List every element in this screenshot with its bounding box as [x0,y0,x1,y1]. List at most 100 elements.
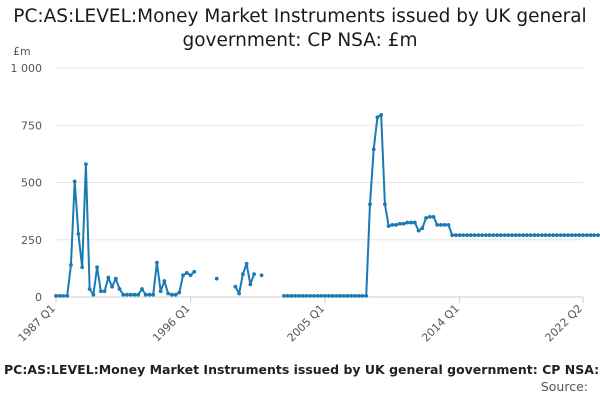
data-point [132,292,137,297]
data-point [596,233,600,238]
data-point [472,233,477,238]
data-point [162,279,167,283]
data-point [353,293,357,298]
data-point [491,233,496,238]
data-point [121,292,126,297]
data-point [87,287,92,291]
x-tick-label: 2005 Q1 [285,302,328,345]
data-point [117,287,122,291]
data-point [412,220,417,225]
data-point [569,233,574,238]
data-point [566,233,570,238]
x-tick-label: 2022 Q2 [543,302,586,345]
data-point [401,221,406,226]
y-tick-label: 0 [35,291,42,304]
data-point [69,263,73,267]
data-point [155,260,159,265]
y-tick-label: 1 000 [11,62,43,75]
data-point [334,293,339,298]
data-point [450,233,455,238]
data-point [248,282,253,287]
data-point [173,292,178,297]
data-point [136,292,141,297]
data-point [326,293,331,298]
data-point [476,233,481,238]
data-point [581,233,585,238]
data-point [72,179,77,184]
data-point [364,293,369,298]
data-point [360,293,365,298]
data-point [128,292,133,297]
data-point [169,292,174,297]
data-point [300,293,305,298]
data-point [233,284,238,289]
data-point [409,220,413,225]
data-point [532,233,537,238]
data-point [506,233,511,238]
y-tick-label: 250 [21,234,42,247]
data-point [76,232,81,236]
data-point [551,233,555,238]
data-point [308,293,313,298]
data-point [84,162,88,167]
data-point [113,276,118,281]
data-point [345,293,350,298]
data-point [311,293,316,298]
data-point [91,292,96,297]
data-point [502,233,507,238]
data-point [427,214,432,219]
data-point [495,233,499,238]
data-point [102,289,107,294]
gridlines [56,67,583,241]
data-point [543,233,548,238]
footer-title: PC:AS:LEVEL:Money Market Instruments iss… [4,362,600,377]
data-point [95,265,100,270]
series-points [54,113,600,298]
data-point [289,293,294,298]
data-point [323,293,328,298]
data-point [558,233,563,238]
data-point [371,147,376,152]
data-point [517,233,522,238]
data-point [487,233,492,238]
data-point [177,290,182,295]
data-point [513,233,518,238]
x-tick-label: 1996 Q1 [150,302,193,345]
data-point [259,273,264,278]
data-point [57,293,62,298]
data-point [214,276,219,281]
data-point [147,292,152,297]
data-point [588,233,593,238]
series-line-segment [234,262,256,295]
data-point [528,233,533,238]
data-point [304,293,309,298]
chart-title: PC:AS:LEVEL:Money Market Instruments iss… [13,6,587,51]
data-point [379,113,384,117]
footer-source: Source: [540,379,588,394]
data-point [424,216,428,220]
series-line [55,113,600,297]
data-point [536,233,541,238]
data-point [394,222,399,227]
x-tick-label: 1987 Q1 [16,302,59,345]
data-point [539,233,544,238]
data-point [465,233,470,238]
data-point [368,202,372,207]
data-point [554,233,559,238]
data-point [420,226,425,231]
x-tick-label: 2014 Q1 [419,302,462,345]
data-point [80,265,85,270]
data-point [405,220,410,225]
data-point [498,233,503,238]
data-point [330,293,335,298]
data-point [293,293,298,298]
data-point [480,233,484,238]
data-point [188,273,193,278]
data-point [110,284,114,289]
data-point [431,214,436,219]
data-point [319,293,324,298]
data-point [375,115,380,120]
y-axis: 0 250 500 750 1 000 [11,62,43,304]
data-point [338,293,342,298]
